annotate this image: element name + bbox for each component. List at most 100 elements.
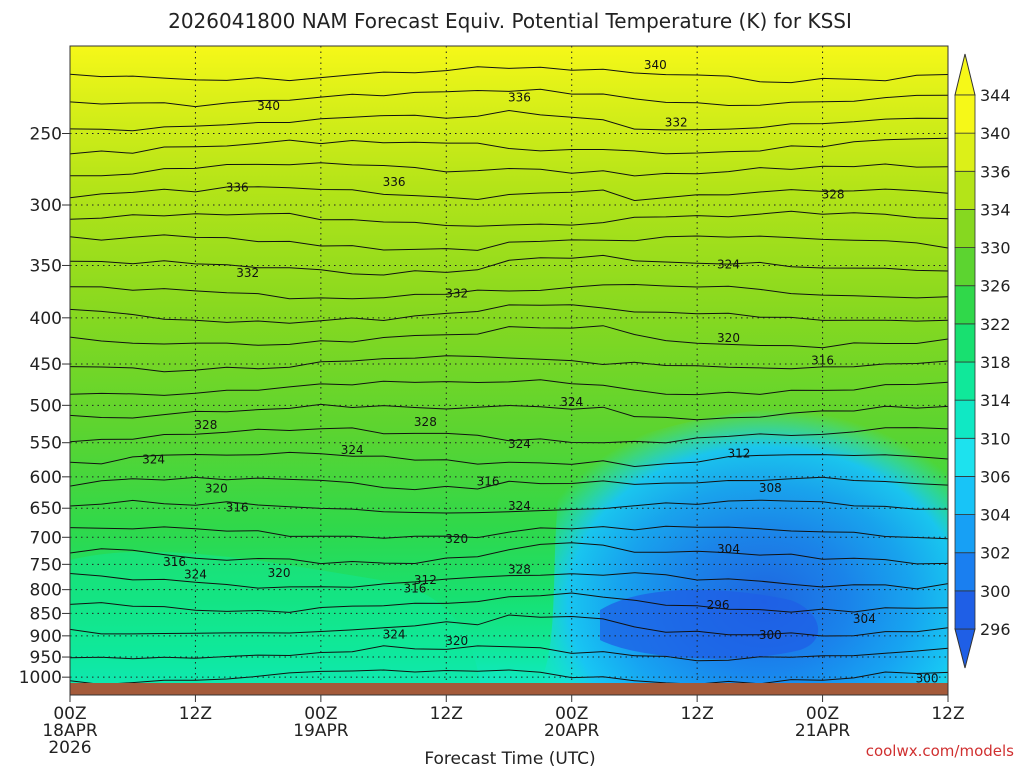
contour-line [70,379,948,396]
y-tick-label: 1000 [19,668,62,688]
colorbar-tick-label: 300 [980,582,1011,601]
y-tick-label: 300 [30,196,62,216]
x-tick-label: 2026 [48,738,91,758]
contour-label: 336 [226,181,249,195]
colorbar-tick-label: 322 [980,315,1011,334]
chart-title: 2026041800 NAM Forecast Equiv. Potential… [168,9,852,33]
colorbar-band [954,361,976,401]
contour-label: 316 [403,582,426,596]
terrain-strip [70,683,948,695]
colorbar-tick-label: 304 [980,506,1011,525]
contour-label: 312 [727,446,750,460]
contour-line [70,451,948,468]
x-tick-label: 00Z [53,704,86,724]
contour-line [70,162,948,177]
colorbar-band [954,170,976,210]
colorbar-band [954,590,976,630]
contour-label: 316 [477,474,500,488]
contour-label: 320 [445,532,468,546]
contour-label: 324 [508,499,531,513]
contour-label: 300 [759,628,782,642]
contour-label: 312 [414,573,437,587]
contour-line [70,254,948,276]
contour-label: 324 [184,568,207,582]
contour-line [70,542,948,565]
x-tick-label: 12Z [681,704,714,724]
colorbar-tick-label: 310 [980,429,1011,448]
contour-label: 340 [644,58,667,72]
y-tick-label: 700 [30,528,62,548]
contour-label: 316 [226,501,249,515]
contour-label: 316 [163,555,186,569]
colorbar-tick-label: 318 [980,353,1011,372]
x-tick-label: 18APR [42,721,98,741]
x-tick-label: 12Z [179,704,212,724]
y-tick-label: 550 [30,434,62,454]
colorbar-band [954,552,976,592]
contour-line [70,109,948,132]
x-tick-label: 12Z [430,704,463,724]
colorbar-band [954,132,976,172]
x-tick-label: 00Z [806,704,839,724]
x-tick-label: 00Z [555,704,588,724]
contour-label: 332 [665,115,688,129]
contour-line [70,614,948,637]
contour-line [70,592,948,613]
contour-label: 324 [717,257,740,271]
colorbar-band [954,247,976,287]
y-tick-label: 900 [30,627,62,647]
contour-label: 324 [560,395,583,409]
contour-label: 336 [508,90,531,104]
colorbar-band [954,285,976,325]
contour-line [70,572,948,590]
contour-lines [70,66,948,683]
colorbar-tick-label: 330 [980,239,1011,258]
colorbar-band [954,437,976,477]
contour-label: 320 [205,481,228,495]
x-tick-label: 20APR [544,721,600,741]
colorbar-tick-label: 340 [980,124,1011,143]
colorbar-band [954,94,976,134]
contour-label: 336 [383,175,406,189]
contour-label: 296 [707,598,730,612]
contour-line [70,66,948,84]
contour-label: 340 [257,99,280,113]
y-tick-label: 600 [30,468,62,488]
contour-line [70,427,948,444]
colorbar-top-arrow [954,53,976,96]
contour-line [70,210,948,227]
credit-text: coolwx.com/models [866,742,1014,760]
colorbar-tick-label: 334 [980,200,1011,219]
y-tick-label: 850 [30,604,62,624]
y-tick-label: 750 [30,555,62,575]
contour-line [70,403,948,421]
contour-line [70,283,948,300]
contour-line [70,186,948,202]
contour-label: 328 [822,187,845,201]
plot-frame [69,45,949,696]
contour-label: 328 [194,418,217,432]
colorbar-tick-label: 314 [980,391,1011,410]
colorbar-tick-label: 306 [980,467,1011,486]
colorbar-tick-label: 296 [980,620,1011,639]
y-tick-label: 800 [30,581,62,601]
contour-line [70,669,948,683]
contour-label: 300 [916,671,939,685]
contour-label: 324 [341,443,364,457]
contour-label: 304 [717,542,740,556]
contour-label: 304 [853,612,876,626]
colorbar: 296 300 302 304 306 310 314 318 322 326 330 334 336 3… [954,53,1011,669]
y-tick-label: 250 [30,125,62,145]
contour-line [70,355,948,373]
colorbar-bottom-arrow [954,628,976,669]
contour-line [70,499,948,514]
colorbar-band [954,209,976,248]
contour-line [70,325,948,349]
contour-label: 324 [142,452,165,466]
y-tick-label: 500 [30,396,62,416]
grid-lines [70,46,948,683]
